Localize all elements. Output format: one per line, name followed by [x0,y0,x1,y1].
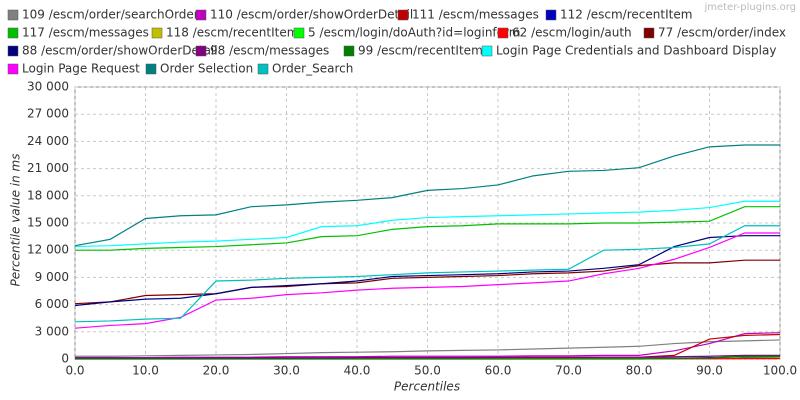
y-tick-label: 24 000 [27,134,69,148]
x-tick-label: 0.0 [65,364,84,378]
legend-label: 99 /escm/recentItem [358,44,483,58]
y-tick-label: 30 000 [27,80,69,94]
legend-swatch [7,63,19,75]
legend-swatch [481,45,493,57]
legend-label: 111 /escm/messages [412,8,539,22]
legend-label: Login Page Credentials and Dashboard Dis… [496,44,776,58]
legend-swatch [145,63,157,75]
y-tick-label: 18 000 [27,188,69,202]
x-tick-label: 60.0 [485,364,512,378]
y-tick-label: 0 [61,352,69,366]
legend-label: 5 /escm/login/doAuth?id=loginform [308,26,520,40]
y-tick-label: 27 000 [27,107,69,121]
x-tick-label: 70.0 [555,364,582,378]
y-tick-label: 9 000 [35,270,69,284]
x-tick-label: 40.0 [344,364,371,378]
series-line [74,144,780,247]
legend-swatch [257,63,269,75]
legend-label: 110 /escm/order/showOrderDetail [210,8,413,22]
legend-swatch [7,9,19,21]
series-line [75,339,781,357]
x-tick-label: 90.0 [696,364,723,378]
x-tick-label: 50.0 [414,364,441,378]
legend-swatch [293,27,305,39]
y-tick-label: 12 000 [27,243,69,257]
x-tick-label: 20.0 [203,364,230,378]
series-line [75,206,780,251]
legend-swatch [397,9,409,21]
legend-label: 109 /escm/order/searchOrder [22,8,199,22]
y-tick-label: 15 000 [27,216,69,230]
series-line [75,332,781,359]
series-line [74,259,780,305]
series-line [74,200,780,248]
legend-label: 98 /escm/messages [210,44,329,58]
y-tick-label: 3 000 [35,324,69,338]
legend-swatch [7,27,19,39]
legend-swatch [545,9,557,21]
legend-label: 62 /escm/login/auth [512,26,632,40]
legend-label: 77 /escm/order/index [658,26,786,40]
watermark: jmeter-plugins.org [703,2,796,13]
legend-label: 117 /escm/messages [22,26,149,40]
legend-swatch [151,27,163,39]
series-line [74,232,780,329]
legend-label: 88 /escm/order/showOrderDetail [22,44,218,58]
legend-swatch [343,45,355,57]
plot-area [74,86,781,360]
legend-swatch [195,45,207,57]
legend-swatch [195,9,207,21]
x-tick-label: 10.0 [132,364,159,378]
legend-label: Login Page Request [22,62,140,76]
y-tick-label: 6 000 [35,297,69,311]
series-line [75,354,780,359]
x-tick-label: 30.0 [273,364,300,378]
series-line [74,225,780,323]
y-axis-label: Percentile value in ms [9,154,23,287]
series-line [75,355,780,360]
x-tick-label: 100.0 [763,364,797,378]
legend-swatch [497,27,509,39]
legend-label: 118 /escm/recentItem [166,26,298,40]
x-tick-label: 80.0 [626,364,653,378]
legend-swatch [7,45,19,57]
legend-swatch [643,27,655,39]
x-axis-label: Percentiles [394,380,460,394]
y-tick-label: 21 000 [27,161,69,175]
legend-label: Order_Search [272,62,353,76]
legend-label: Order Selection [160,62,253,76]
legend-label: 112 /escm/recentItem [560,8,692,22]
series-line [74,235,780,307]
